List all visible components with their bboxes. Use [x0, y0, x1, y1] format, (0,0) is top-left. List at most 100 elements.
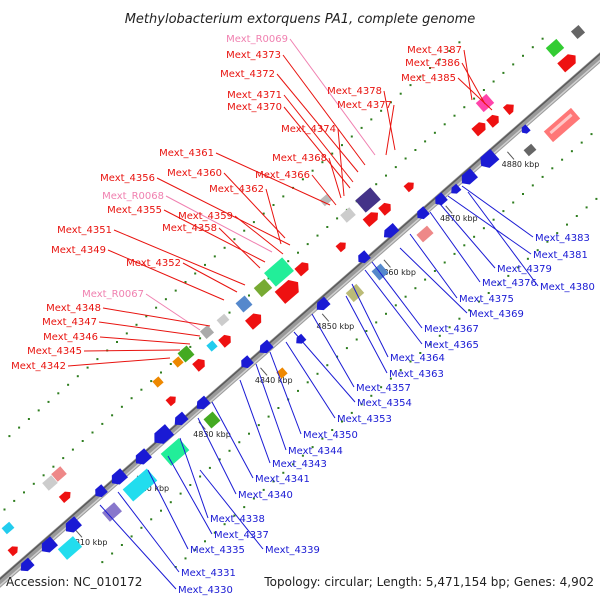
- gene-arrow-rev: [316, 296, 331, 311]
- leader-line: [215, 152, 331, 206]
- leader-line: [351, 283, 389, 358]
- tick-dot: [414, 287, 417, 290]
- leader-line: [311, 313, 355, 388]
- tick-dot: [458, 41, 461, 44]
- gene-arrow-rev: [241, 355, 254, 369]
- gene-label-reverse: Mext_4340: [238, 490, 293, 501]
- tick-dot: [160, 371, 162, 374]
- gene-label-reverse: Mext_4343: [272, 459, 327, 470]
- tick-dot: [365, 330, 368, 332]
- tick-dot: [272, 204, 275, 206]
- gene-block: [416, 225, 434, 243]
- gene-arrow: [403, 182, 414, 193]
- tick-dot: [463, 244, 466, 247]
- tick-dot: [341, 420, 343, 423]
- gene-label-forward: Mext_4385: [401, 73, 456, 84]
- leader-line: [199, 469, 264, 550]
- gene-arrow: [335, 242, 346, 253]
- leader-line: [409, 233, 458, 299]
- scale-tick-label: 4870 kbp: [440, 214, 478, 223]
- tick-dot: [522, 54, 524, 57]
- gene-block: [51, 466, 67, 482]
- tick-dot: [62, 457, 65, 460]
- tick-dot: [47, 400, 50, 403]
- leader-line: [167, 455, 213, 535]
- gene-label-forward: Mext_4345: [27, 346, 82, 357]
- gene-label-forward: Mext_4362: [209, 184, 264, 195]
- gene-label-reverse: Mext_4330: [178, 585, 233, 596]
- gene-arrow-rev: [135, 448, 152, 465]
- tick-dot: [150, 518, 153, 521]
- gene-label-forward: Mext_4374: [281, 124, 336, 135]
- tick-dot: [438, 334, 441, 337]
- genome-backbone: [0, 52, 600, 588]
- tick-dot: [120, 405, 123, 408]
- gene-label-forward: Mext_4351: [57, 225, 112, 236]
- tick-dot: [208, 466, 211, 469]
- leader-line: [383, 90, 396, 151]
- leader-line: [461, 185, 534, 238]
- tick-dot: [96, 358, 99, 361]
- tick-dot: [228, 311, 231, 314]
- leader-line: [311, 174, 337, 206]
- gene-label-forward: Mext_4386: [405, 58, 460, 69]
- tick-dot: [169, 501, 172, 504]
- leader-line: [457, 77, 493, 111]
- scale-tick-mark: [383, 259, 391, 268]
- tick-dot: [272, 480, 275, 483]
- tick-dot: [32, 482, 35, 485]
- tick-dot: [404, 157, 407, 160]
- tick-dot: [140, 526, 143, 529]
- tick-dot: [409, 360, 412, 363]
- leader-line: [255, 363, 287, 451]
- gene-arrow-rev: [461, 168, 478, 185]
- tick-dot: [150, 380, 153, 383]
- tick-dot: [443, 123, 446, 126]
- gene-label-reverse: Mext_4341: [255, 474, 310, 485]
- gene-block: [340, 207, 356, 223]
- tick-dot: [140, 388, 143, 391]
- tick-dot: [429, 343, 431, 346]
- tick-dot: [160, 509, 162, 512]
- tick-dot: [169, 363, 172, 365]
- gene-arrow-rev: [154, 424, 175, 444]
- gene-block: [235, 295, 253, 313]
- tick-dot: [507, 274, 510, 277]
- tick-dot: [370, 118, 373, 121]
- leader-line: [337, 128, 345, 197]
- scale-ticks: 4810 kbp 4820 kbp 4830 kbp 4840 kbp 4850 kbp…: [70, 151, 539, 547]
- tick-dot: [116, 341, 118, 343]
- tick-dot: [243, 506, 246, 509]
- leader-line: [145, 293, 201, 331]
- tick-dot: [419, 352, 422, 354]
- tick-dot: [223, 246, 226, 249]
- gene-label-forward: Mext_4378: [327, 86, 382, 97]
- leader-line: [345, 295, 388, 374]
- gene-label-forward: Mext_4349: [51, 245, 106, 256]
- leader-line: [156, 177, 291, 246]
- gene-arrow-rev: [111, 468, 128, 485]
- leader-line: [113, 229, 246, 286]
- tick-dot: [311, 446, 314, 449]
- gene-label-forward: Mext_4348: [46, 303, 101, 314]
- tick-dot: [91, 431, 94, 434]
- gene-block: [102, 502, 122, 522]
- tick-dot: [37, 409, 40, 412]
- tick-dot: [482, 227, 485, 230]
- gene-label-forward: Mext_4368: [272, 153, 327, 164]
- gene-arrow: [471, 122, 486, 137]
- gene-block: [206, 340, 218, 352]
- tick-dot: [218, 458, 221, 461]
- tick-dot: [517, 266, 520, 269]
- leader-line: [285, 341, 336, 419]
- tick-dot: [502, 210, 505, 213]
- tick-dot: [257, 424, 260, 427]
- gene-label-forward: Mext_R0068: [102, 191, 164, 202]
- leader-line: [265, 188, 282, 245]
- tick-dot: [385, 174, 387, 177]
- leader-line: [211, 401, 254, 479]
- tick-dot: [341, 144, 343, 147]
- tick-dot: [204, 263, 206, 266]
- leader-line: [283, 106, 351, 189]
- gene-arrow-rev: [196, 395, 211, 410]
